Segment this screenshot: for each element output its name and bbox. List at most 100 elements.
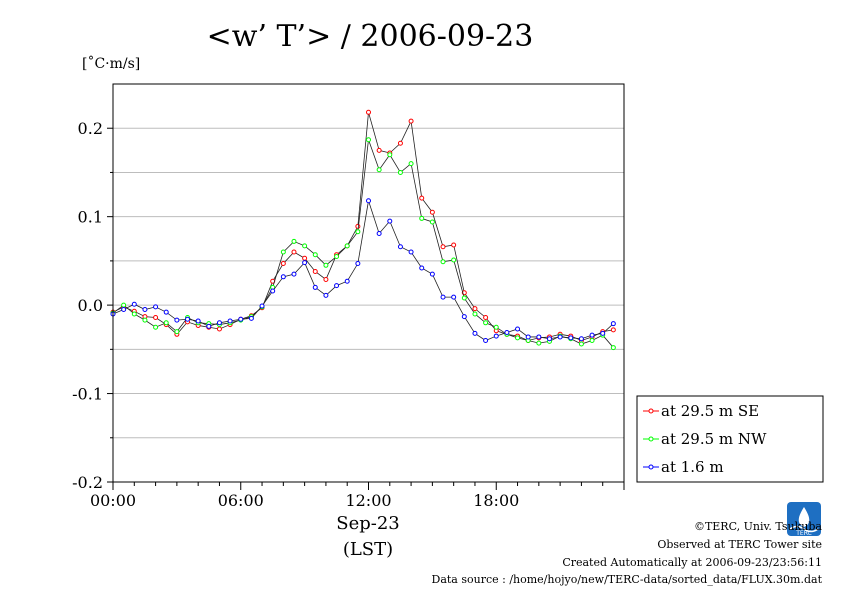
legend-label: at 29.5 m NW — [661, 430, 767, 448]
data-point — [419, 195, 425, 201]
data-point — [578, 341, 584, 347]
data-point — [483, 320, 489, 326]
x-tick-label: 06:00 — [218, 491, 264, 510]
data-point — [302, 243, 308, 249]
y-tick-label: -0.2 — [72, 473, 103, 492]
data-point — [121, 302, 127, 308]
data-point — [504, 330, 510, 336]
y-tick-label: 0.1 — [78, 208, 103, 227]
series-layer — [110, 109, 616, 351]
data-point — [387, 152, 393, 158]
data-point — [397, 140, 403, 146]
data-point — [312, 284, 318, 290]
data-point — [334, 283, 340, 289]
data-point — [302, 260, 308, 266]
data-point — [525, 334, 531, 340]
data-point — [589, 337, 595, 343]
footer-created: Created Automatically at 2006-09-23/23:5… — [562, 556, 822, 569]
legend-marker — [648, 408, 654, 414]
data-point — [366, 109, 371, 115]
data-point — [142, 307, 148, 313]
data-point — [323, 292, 329, 298]
data-point — [472, 311, 478, 317]
data-point — [387, 218, 393, 224]
legend: at 29.5 m SE at 29.5 m NW at 1.6 m — [636, 395, 824, 483]
data-point — [195, 318, 201, 324]
data-point — [312, 269, 318, 275]
data-point — [259, 303, 265, 309]
data-point — [355, 261, 361, 267]
data-point — [536, 340, 542, 346]
data-point — [334, 253, 340, 259]
footer-copyright: ©TERC, Univ. Tsukuba — [693, 520, 822, 533]
data-point — [451, 257, 457, 263]
data-point — [451, 294, 457, 300]
data-point — [366, 137, 371, 143]
data-point — [610, 345, 616, 351]
data-point — [131, 311, 137, 317]
footer-source: Data source : /home/hojyo/new/TERC-data/… — [431, 573, 823, 586]
grid — [113, 127, 624, 439]
data-point — [280, 249, 286, 255]
data-point — [419, 215, 425, 221]
x-tick-label: 00:00 — [90, 491, 136, 510]
data-point — [440, 244, 446, 250]
data-point — [185, 316, 191, 322]
data-point — [461, 314, 467, 320]
x-tick-label: 12:00 — [345, 491, 391, 510]
data-point — [238, 316, 244, 322]
data-point — [142, 317, 148, 323]
series-line — [112, 112, 614, 341]
y-tick-label: -0.1 — [72, 385, 103, 404]
data-point — [121, 307, 127, 313]
data-point — [472, 330, 478, 336]
data-point — [153, 314, 159, 320]
data-point — [515, 335, 521, 341]
data-point — [153, 324, 159, 330]
terc-logo-wave — [789, 525, 819, 533]
data-point — [270, 288, 276, 294]
terc-logo-text: TERC — [795, 530, 812, 537]
y-axis-label: [˚C·m/s] — [82, 55, 140, 72]
data-point — [397, 169, 403, 175]
y-tick-label: 0.0 — [78, 296, 103, 315]
data-point — [216, 320, 222, 326]
data-point — [163, 309, 169, 315]
data-point — [589, 332, 595, 338]
data-point — [312, 252, 318, 258]
data-point — [216, 326, 222, 332]
data-point — [408, 161, 414, 167]
data-point — [429, 209, 435, 215]
data-point — [227, 318, 233, 324]
data-point — [206, 323, 212, 329]
data-point — [291, 271, 297, 277]
chart-title: <w’ T’> / 2006-09-23 — [207, 19, 534, 54]
data-point — [163, 320, 169, 326]
data-point — [248, 315, 254, 321]
legend-box — [636, 395, 824, 483]
data-point — [451, 242, 457, 248]
data-point — [280, 274, 286, 280]
plot-frame — [112, 83, 625, 483]
data-point — [557, 334, 563, 340]
data-point — [323, 262, 329, 268]
data-point — [472, 306, 478, 312]
y-tick-label: 0.2 — [78, 119, 103, 138]
data-point — [600, 330, 606, 336]
data-point — [131, 301, 137, 307]
data-point — [610, 321, 616, 327]
legend-label: at 29.5 m SE — [661, 402, 759, 420]
data-point — [291, 249, 297, 255]
data-point — [355, 223, 361, 229]
data-point — [610, 327, 616, 333]
legend-marker — [648, 436, 654, 442]
data-point — [493, 333, 499, 339]
data-point — [440, 294, 446, 300]
data-point — [174, 317, 180, 323]
data-point — [408, 118, 414, 124]
data-point — [376, 147, 382, 153]
data-point — [291, 238, 297, 244]
data-point — [397, 244, 403, 250]
terc-logo: TERC — [787, 502, 821, 537]
